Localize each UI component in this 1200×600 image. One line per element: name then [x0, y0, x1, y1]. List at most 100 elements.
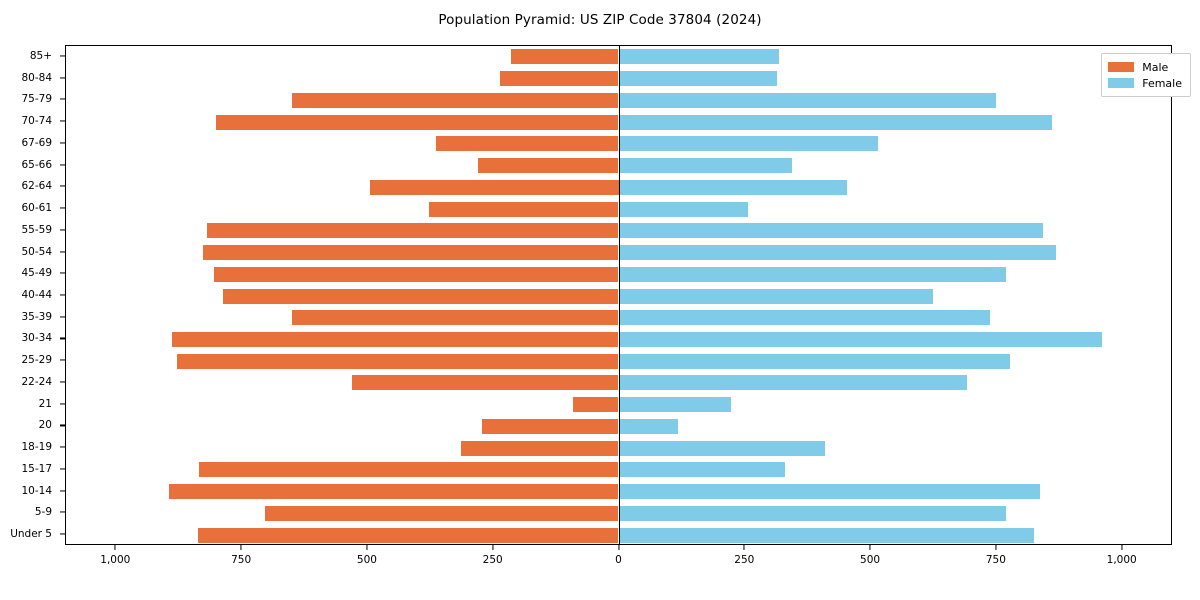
x-axis-tick-label: 500 [356, 554, 377, 566]
y-axis-tick-label: 80-84 [21, 71, 52, 84]
y-axis-tick-mark [60, 229, 65, 231]
x-axis-tick-mark [617, 545, 620, 550]
bar-male-21 [572, 397, 619, 413]
legend-label: Female [1142, 76, 1182, 90]
y-axis-tick-mark [60, 490, 65, 492]
bar-female-under-5 [618, 527, 1034, 543]
bar-female-21 [618, 397, 731, 413]
legend-label: Male [1142, 60, 1169, 74]
bar-female-50-54 [618, 245, 1057, 261]
x-axis-tick-label: 500 [860, 554, 881, 566]
y-axis-tick-mark [60, 403, 65, 405]
x-axis-tick-mark [366, 545, 368, 550]
bar-female-80-84 [618, 71, 777, 87]
y-axis-tick-mark [60, 294, 65, 296]
bar-male-15-17 [199, 462, 619, 478]
y-axis-tick-mark [60, 316, 65, 318]
y-axis-tick-mark [60, 337, 65, 340]
y-axis-tick-label: 65-66 [21, 158, 52, 171]
plot-area [65, 45, 1172, 545]
bar-male-62-64 [369, 179, 619, 195]
y-axis-tick-label: 30-34 [21, 332, 52, 345]
x-axis-tick-mark [743, 545, 745, 550]
y-axis-tick-label: 25-29 [21, 354, 52, 367]
legend-swatch-male-icon [1108, 62, 1135, 72]
y-axis-tick-mark [60, 381, 65, 383]
bar-male-5-9 [265, 505, 619, 521]
x-axis-tick-mark [240, 545, 242, 550]
legend-item-male[interactable]: Male [1108, 59, 1182, 75]
y-axis-tick-label: 40-44 [21, 289, 52, 301]
bar-female-20 [618, 418, 679, 434]
bar-female-67-69 [618, 136, 879, 152]
x-axis-tick-label: 0 [615, 554, 622, 566]
y-axis-tick-label: 62-64 [21, 180, 52, 193]
bar-male-10-14 [169, 484, 619, 500]
bar-female-70-74 [618, 114, 1052, 130]
y-axis-tick-mark [60, 533, 65, 535]
y-axis-tick-label: 60-61 [21, 202, 52, 215]
bar-female-22-24 [618, 375, 968, 391]
y-axis-tick-mark [60, 446, 65, 448]
y-axis-tick-label: 45-49 [21, 267, 52, 280]
bar-male-40-44 [222, 288, 619, 304]
bar-male-85- [510, 49, 619, 65]
y-axis-tick-label: 15-17 [21, 462, 52, 475]
x-axis-tick-label: 250 [482, 554, 503, 566]
bar-female-75-79 [618, 92, 997, 108]
bar-female-25-29 [618, 353, 1011, 369]
y-axis-tick-label: 50-54 [21, 245, 52, 258]
x-axis-tick-label: 250 [734, 554, 755, 566]
y-axis-tick-label: 85+ [29, 49, 52, 62]
bar-male-under-5 [197, 527, 619, 543]
y-axis-tick-mark [60, 207, 65, 209]
y-axis-tick-mark [60, 120, 65, 122]
y-axis-tick-label: 35-39 [21, 310, 52, 323]
y-axis-tick-mark [60, 164, 65, 166]
x-axis-tick-label: 1,000 [1106, 554, 1137, 566]
x-axis-tick-mark [1121, 545, 1123, 550]
y-axis-tick-label: 21 [38, 397, 52, 410]
x-axis-tick-mark [869, 545, 871, 550]
chart-title: Population Pyramid: US ZIP Code 37804 (2… [438, 12, 762, 28]
bar-female-18-19 [618, 440, 825, 456]
y-axis-tick-label: 22-24 [21, 375, 52, 388]
y-axis-tick-mark [60, 511, 65, 513]
bar-male-67-69 [436, 136, 619, 152]
y-axis-tick-mark [60, 55, 65, 57]
y-axis-tick-mark [60, 424, 65, 426]
bar-female-55-59 [618, 223, 1044, 239]
y-axis-tick-mark [60, 142, 65, 144]
y-axis-tick-label: 75-79 [21, 93, 52, 106]
y-axis-tick-label: 20 [38, 419, 52, 432]
y-axis-tick-mark [60, 98, 65, 100]
bar-male-35-39 [292, 310, 619, 326]
x-axis-tick-label: 750 [231, 554, 252, 566]
y-axis-tick-mark [60, 77, 65, 79]
bar-male-75-79 [292, 92, 619, 108]
bars-layer [66, 46, 1171, 544]
bar-male-65-66 [477, 158, 619, 174]
bar-female-35-39 [618, 310, 991, 326]
bar-male-60-61 [428, 201, 619, 217]
y-axis: 85+ 80-84 75-79 70-74 67-69 65-66 62-64 60-61 55… [0, 45, 65, 545]
x-axis-tick-mark [995, 545, 997, 550]
bar-male-30-34 [172, 331, 619, 347]
y-axis-tick-mark [60, 185, 65, 187]
bar-female-10-14 [618, 484, 1041, 500]
legend-item-female[interactable]: Female [1108, 75, 1182, 91]
bar-male-50-54 [202, 245, 619, 261]
bar-female-15-17 [618, 462, 785, 478]
y-axis-tick-label: 5-9 [34, 506, 52, 519]
x-axis-tick-mark [492, 545, 494, 550]
y-axis-tick-label: 55-59 [21, 223, 52, 236]
bar-male-55-59 [206, 223, 619, 239]
bar-male-22-24 [351, 375, 619, 391]
legend-swatch-female-icon [1108, 78, 1135, 88]
x-axis-tick-mark [114, 545, 116, 550]
y-axis-tick-label: 67-69 [21, 136, 52, 149]
x-axis-tick-label: 1,000 [100, 554, 131, 566]
bar-female-62-64 [618, 179, 848, 195]
bar-male-20 [481, 418, 619, 434]
